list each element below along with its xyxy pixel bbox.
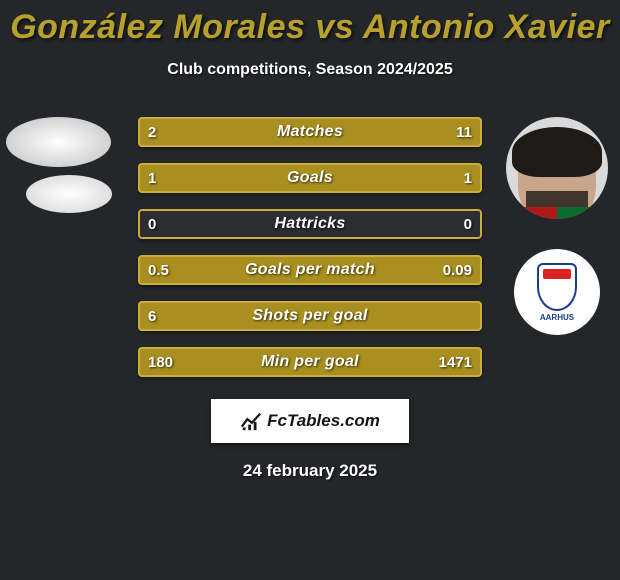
stat-row: Shots per goal6 (138, 301, 482, 331)
stat-value-left: 6 (148, 301, 156, 331)
stat-row: Min per goal180 1471 (138, 347, 482, 377)
fctables-label: FcTables.com (267, 411, 380, 431)
player-left-club-logo (26, 175, 112, 213)
stat-value-right: 0.09 (443, 255, 472, 285)
stat-value-right: 11 (456, 117, 472, 147)
subtitle: Club competitions, Season 2024/2025 (0, 61, 620, 79)
stat-value-left: 0 (148, 209, 156, 239)
stat-value-left: 2 (148, 117, 156, 147)
club-right-label: AARHUS (540, 313, 574, 322)
player-left-avatar (6, 117, 111, 167)
stat-row: Matches2 11 (138, 117, 482, 147)
stat-bars: Matches211Goals11Hattricks00Goals per ma… (138, 117, 482, 393)
stat-value-right: 1471 (439, 347, 472, 377)
stat-row: Hattricks0 0 (138, 209, 482, 239)
stat-label: Matches (138, 117, 482, 147)
fctables-badge[interactable]: FcTables.com (211, 399, 409, 443)
fctables-logo-icon (240, 410, 262, 432)
stat-value-right: 1 (464, 163, 472, 193)
stat-value-left: 180 (148, 347, 173, 377)
player-right-avatar (506, 117, 608, 219)
stat-value-right: 0 (464, 209, 472, 239)
stat-label: Hattricks (138, 209, 482, 239)
stat-row: Goals per match0.5 0.09 (138, 255, 482, 285)
stat-row: Goals1 1 (138, 163, 482, 193)
date-label: 24 february 2025 (0, 461, 620, 481)
page-title: González Morales vs Antonio Xavier (0, 0, 620, 47)
stat-label: Goals (138, 163, 482, 193)
player-right-club-logo: AARHUS (514, 249, 600, 335)
stat-label: Min per goal (138, 347, 482, 377)
stats-area: AARHUS Matches211Goals11Hattricks00Goals… (0, 117, 620, 377)
stat-value-left: 0.5 (148, 255, 169, 285)
stat-label: Shots per goal (138, 301, 482, 331)
stat-label: Goals per match (138, 255, 482, 285)
stat-value-left: 1 (148, 163, 156, 193)
